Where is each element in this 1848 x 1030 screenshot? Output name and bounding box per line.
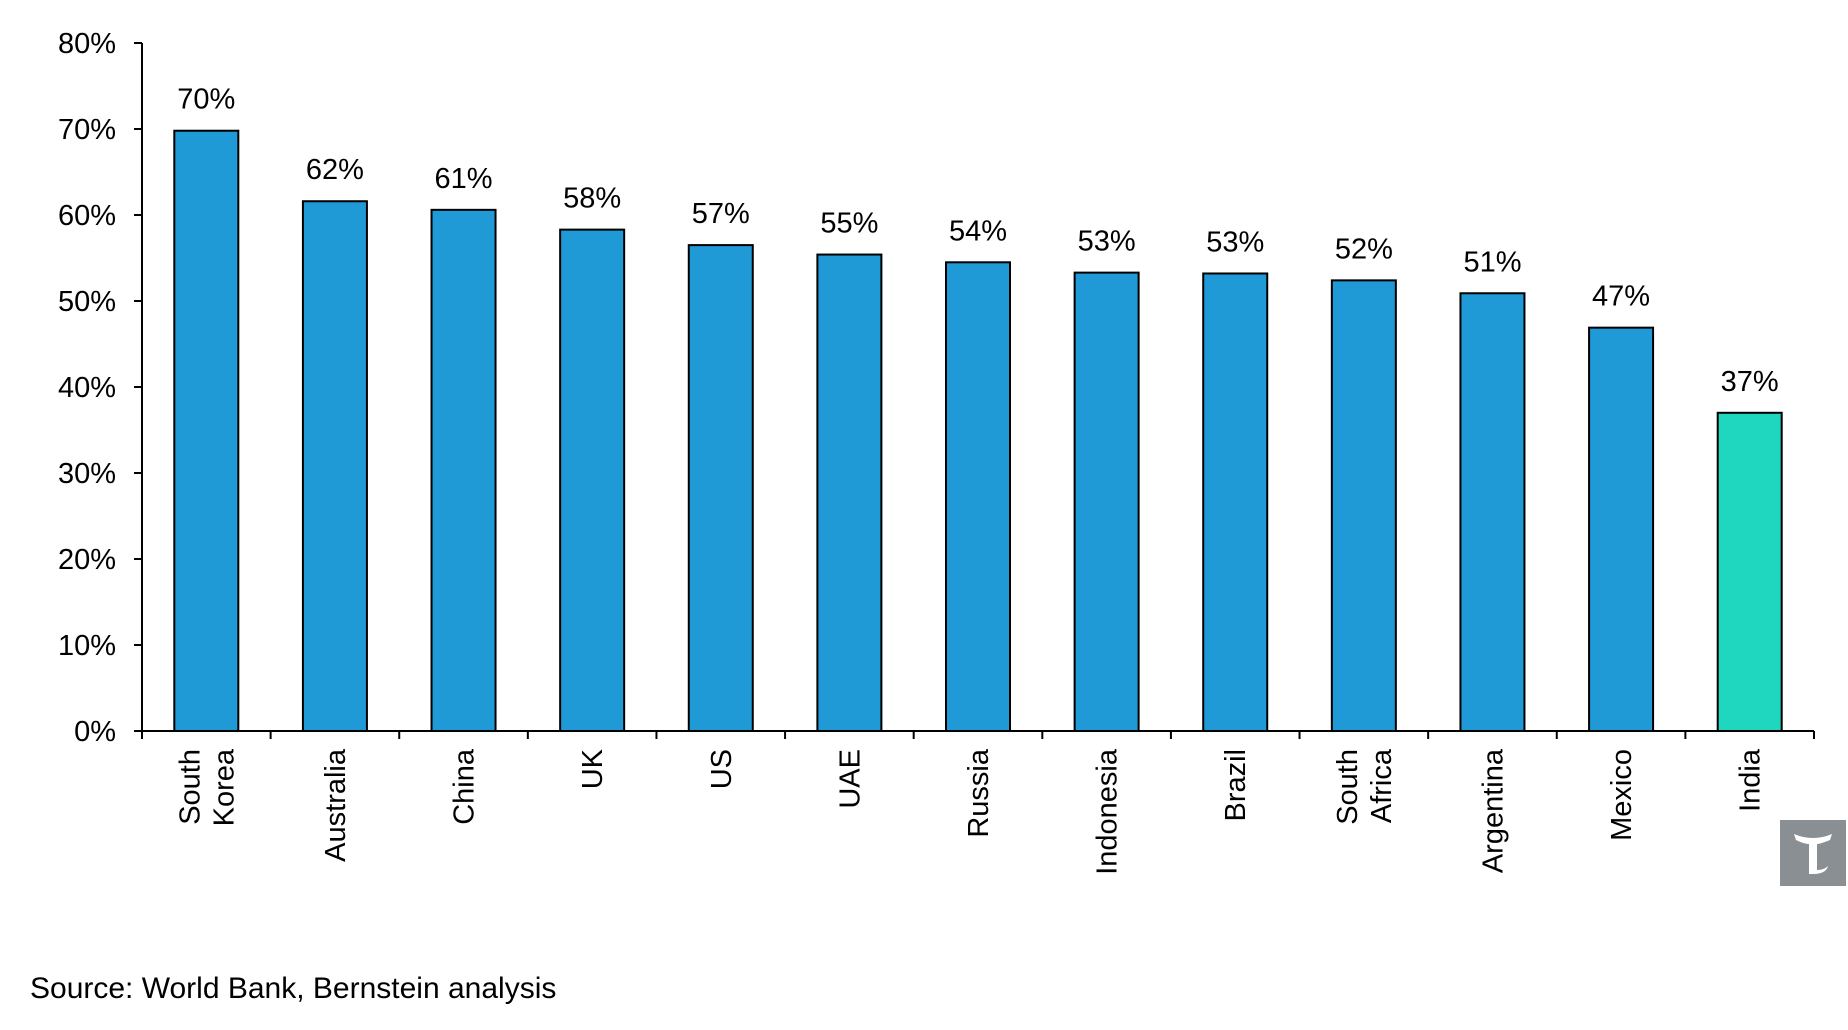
bar [301, 200, 368, 733]
bar [559, 228, 626, 732]
y-tick-label: 40% [58, 372, 116, 404]
y-tick-label: 0% [74, 716, 116, 748]
y-tick-label: 20% [58, 544, 116, 576]
category-label: Indonesia [1092, 748, 1124, 875]
category-label: India [1735, 748, 1767, 812]
bar [430, 208, 497, 732]
data-label: 58% [563, 183, 621, 215]
y-tick-label: 60% [58, 200, 116, 232]
category-label: Korea [208, 748, 240, 826]
y-tick-label: 70% [58, 114, 116, 146]
category-label: UAE [834, 749, 866, 809]
y-tick-label: 80% [58, 28, 116, 60]
category-label: South [1332, 749, 1364, 825]
bar [1330, 279, 1397, 732]
bernstein-logo-icon [1780, 820, 1846, 886]
data-label: 57% [692, 198, 750, 230]
data-label: 53% [1078, 226, 1136, 258]
category-label: China [449, 748, 481, 825]
data-label: 51% [1463, 246, 1521, 278]
bar [816, 253, 883, 732]
category-label: US [706, 749, 738, 789]
data-label: 54% [949, 215, 1007, 247]
bar [1588, 326, 1655, 732]
bar [173, 129, 240, 733]
category-label: Russia [963, 748, 995, 838]
data-label: 53% [1206, 226, 1264, 258]
category-label: Australia [320, 748, 352, 862]
y-tick-label: 50% [58, 286, 116, 318]
y-tick-label: 10% [58, 630, 116, 662]
data-label: 55% [820, 208, 878, 240]
data-label: 61% [435, 163, 493, 195]
data-label: 70% [177, 84, 235, 116]
bar [1202, 272, 1269, 732]
bar [687, 244, 754, 732]
bar [1459, 292, 1526, 732]
bar-chart: 0% 10% 20% 30% 40% 50% 60% 70% 80% 70% 62% 61% 58% 57… [58, 28, 1815, 875]
category-label: UK [577, 748, 609, 789]
bar [945, 261, 1011, 732]
category-label: Argentina [1477, 748, 1509, 873]
bar [1716, 411, 1783, 732]
data-label: 62% [306, 154, 364, 186]
data-label: 37% [1721, 366, 1779, 398]
category-label: Brazil [1220, 749, 1252, 822]
data-label: 52% [1335, 233, 1393, 265]
source-note: Source: World Bank, Bernstein analysis [30, 972, 557, 1005]
category-label: South [174, 749, 206, 825]
bar [1073, 271, 1140, 732]
y-tick-label: 30% [58, 458, 116, 490]
data-label: 47% [1592, 281, 1650, 313]
category-label: Africa [1366, 748, 1398, 823]
category-label: Mexico [1606, 749, 1638, 841]
